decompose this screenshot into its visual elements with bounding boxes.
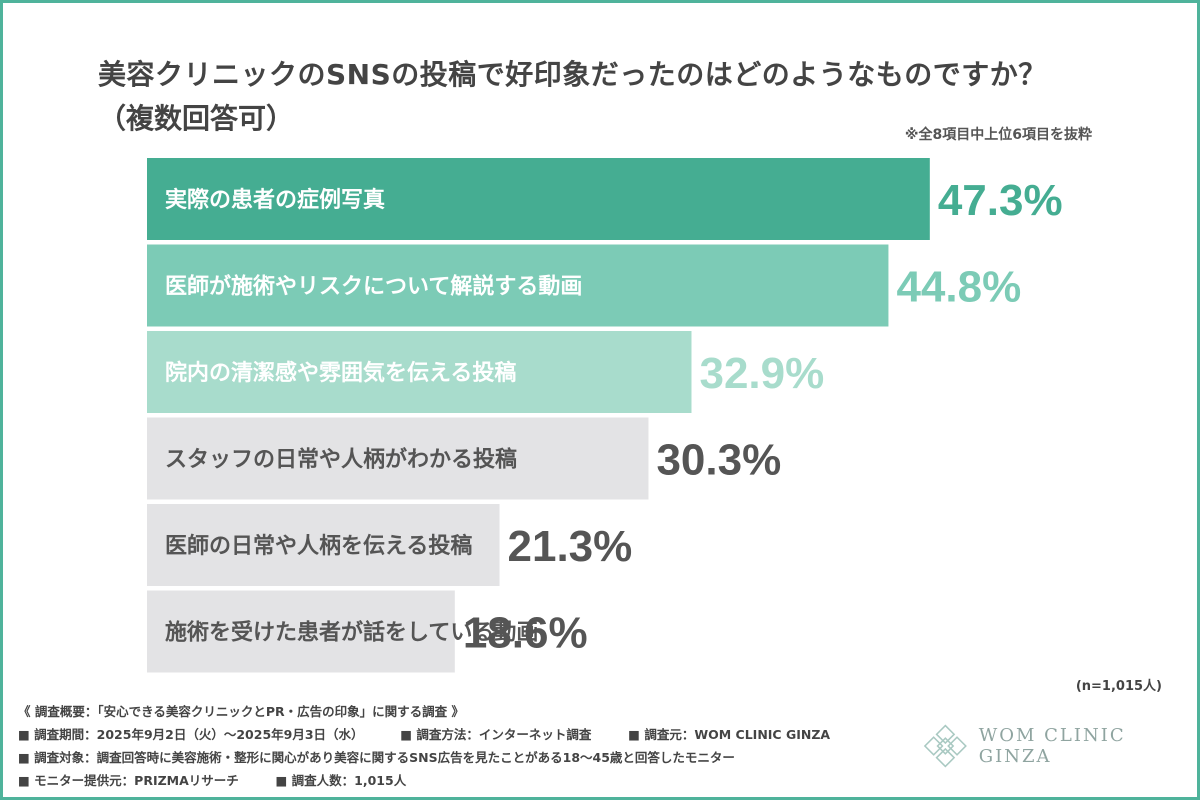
bar-label-4: スタッフの日常や人柄がわかる投稿 — [165, 447, 517, 473]
bar-chart: 実際の患者の症例写真 47.3% 医師が施術やリスクについて解説する動画 44.8% 院… — [147, 158, 1063, 673]
survey-target: ■ 調査対象：調査回答時に美容施術・整形に関心があり美容に関するSNS広告を見た… — [18, 750, 735, 765]
value-label-4: 30.3% — [656, 436, 781, 485]
survey-count: ■ 調査人数：1,015人 — [275, 773, 407, 788]
chart-subtitle: （複数回答可） — [98, 102, 295, 135]
value-label-6: 18.6% — [463, 609, 588, 658]
diamond-lattice-logo-icon — [923, 724, 967, 768]
clinic-logo-text: WOM CLINIC GINZA — [978, 725, 1126, 767]
bar-label-6: 施術を受けた患者が話をしている動画 — [165, 620, 538, 646]
bar-label-5: 医師の日常や人柄を伝える投稿 — [165, 533, 472, 559]
bar-1 — [147, 158, 930, 240]
survey-origin: ■ 調査元：WOM CLINIC GINZA — [628, 727, 831, 742]
survey-method: ■ 調査方法：インターネット調査 — [400, 727, 592, 742]
sample-size-note: (n=1,015人) — [1075, 679, 1162, 694]
value-label-1: 47.3% — [938, 176, 1063, 225]
bar-label-3: 院内の清潔感や雰囲気を伝える投稿 — [165, 360, 516, 386]
survey-overview-title: 《 調査概要：「安心できる美容クリニックとPR・広告の印象」に関する調査 》 — [18, 704, 464, 719]
bar-label-1: 実際の患者の症例写真 — [165, 187, 385, 213]
bar-5 — [147, 504, 500, 586]
clinic-logo: WOM CLINIC GINZA — [922, 722, 1200, 770]
bar-label-2: 医師が施術やリスクについて解説する動画 — [165, 274, 582, 300]
bar-6 — [147, 590, 455, 673]
bar-4 — [147, 417, 649, 500]
excerpt-note: ※全8項目中上位6項目を抜粋 — [904, 127, 1092, 143]
chart-title: 美容クリニックのSNSの投稿で好印象だったのはどのようなものですか？ — [98, 58, 1047, 91]
survey-period: ■ 調査期間：2025年9月2日（火）〜2025年9月3日（水） — [18, 727, 364, 742]
value-label-2: 44.8% — [896, 263, 1021, 312]
survey-overview: 《 調査概要：「安心できる美容クリニックとPR・広告の印象」に関する調査 》 ■… — [18, 700, 830, 792]
bar-3 — [147, 331, 692, 413]
monitor-provider: ■ モニター提供元：PRIZMAリサーチ — [18, 773, 239, 788]
bar-2 — [147, 244, 889, 327]
value-label-5: 21.3% — [508, 522, 633, 571]
value-label-3: 32.9% — [699, 349, 824, 398]
